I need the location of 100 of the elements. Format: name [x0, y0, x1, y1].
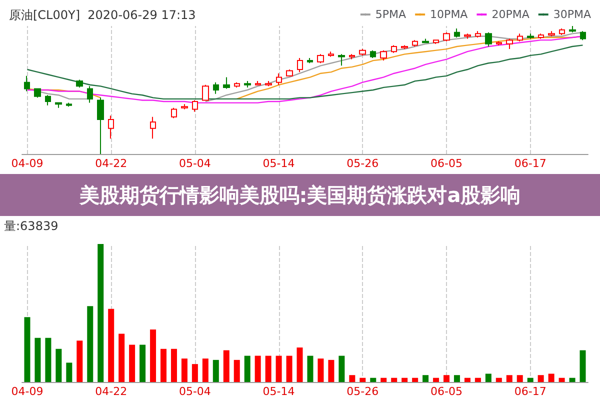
- bar: [307, 356, 314, 382]
- bar: [569, 378, 576, 382]
- bar: [34, 338, 41, 382]
- candlestick: [328, 51, 334, 58]
- candlestick: [181, 104, 188, 110]
- candlestick: [97, 97, 104, 154]
- candlestick: [454, 28, 460, 38]
- bar: [118, 334, 125, 382]
- candlestick: [66, 102, 72, 108]
- x-tick-label: 04-09: [11, 385, 44, 398]
- candlestick: [317, 54, 324, 64]
- bar: [580, 350, 586, 382]
- bar: [422, 375, 429, 382]
- candlestick: [255, 80, 261, 86]
- candlestick: [55, 102, 62, 108]
- bar: [140, 344, 146, 382]
- bar: [66, 362, 72, 382]
- bar: [244, 356, 250, 382]
- bar: [170, 348, 177, 382]
- bar: [338, 356, 345, 382]
- candlestick: [150, 116, 156, 140]
- candlestick: [412, 40, 418, 47]
- bar: [129, 344, 136, 382]
- bar: [212, 360, 219, 382]
- bar: [234, 360, 240, 382]
- x-tick-label: 04-22: [95, 385, 128, 398]
- bar: [328, 360, 334, 382]
- x-tick-label: 05-14: [262, 157, 295, 170]
- bar: [474, 378, 481, 382]
- candlestick: [276, 72, 282, 86]
- candlestick: [485, 32, 492, 47]
- bar: [496, 378, 502, 382]
- candlestick: [76, 79, 83, 88]
- bar: [360, 378, 366, 382]
- bar: [45, 338, 52, 382]
- bar: [160, 348, 166, 382]
- candlestick: [244, 80, 251, 88]
- bar: [87, 306, 94, 382]
- candlestick: [391, 44, 397, 54]
- bar: [24, 317, 30, 382]
- bar: [548, 374, 554, 382]
- bar: [192, 364, 198, 382]
- candlestick: [202, 84, 209, 101]
- candlestick: [422, 38, 429, 44]
- bar: [150, 330, 156, 382]
- bar: [402, 378, 408, 382]
- x-tick-label: 05-26: [346, 157, 379, 170]
- candlestick: [45, 94, 51, 106]
- bar: [98, 244, 104, 382]
- candlestick: [87, 86, 93, 104]
- candlestick: [401, 44, 408, 50]
- bar: [318, 358, 324, 382]
- bar: [296, 348, 303, 382]
- x-tick-label: 05-26: [346, 385, 379, 398]
- candlestick: [24, 75, 30, 92]
- bar: [391, 378, 398, 382]
- candlestick: [223, 76, 230, 90]
- legend-label: 30PMA: [553, 8, 592, 21]
- legend-label: 20PMA: [492, 8, 530, 21]
- candlestick: [349, 54, 355, 60]
- bar: [412, 378, 418, 382]
- candlestick: [548, 30, 555, 37]
- x-tick-label: 05-04: [178, 157, 211, 170]
- candlestick: [265, 80, 272, 87]
- candlestick: [443, 32, 450, 42]
- candlestick: [569, 26, 576, 33]
- x-tick-label: 04-22: [95, 157, 128, 170]
- candlestick: [433, 40, 439, 44]
- candlestick: [527, 33, 534, 40]
- candlestick: [171, 107, 177, 119]
- chart-subtitle: 原油[CL00Y] 2020-06-29 17:13: [9, 8, 196, 22]
- bar: [276, 356, 282, 382]
- bar: [380, 378, 387, 382]
- candlestick: [380, 50, 387, 62]
- bar: [108, 308, 114, 382]
- bar: [538, 375, 544, 382]
- x-tick-label: 04-09: [11, 157, 44, 170]
- candlestick: [517, 33, 523, 42]
- candlestick: [297, 58, 303, 73]
- bar: [56, 348, 62, 382]
- candlestick: [506, 38, 513, 50]
- candlestick: [108, 115, 114, 140]
- bar: [181, 358, 188, 382]
- candlestick: [192, 100, 198, 112]
- bar: [286, 356, 292, 382]
- candlestick: [464, 33, 471, 40]
- bar: [516, 375, 523, 382]
- bar: [265, 356, 272, 382]
- x-tick-label: 06-05: [430, 157, 462, 170]
- bar: [349, 375, 356, 382]
- bar: [527, 378, 534, 382]
- bar: [558, 378, 565, 382]
- bar: [444, 375, 450, 382]
- x-tick-label: 05-04: [178, 385, 211, 398]
- candlestick: [475, 30, 481, 38]
- candlestick: [496, 40, 502, 46]
- text: 美股期货行情影响美股吗:美国期货涨跌对a股影响: [0, 174, 600, 216]
- candlestick: [559, 28, 565, 36]
- candlestick: [370, 50, 376, 58]
- bar: [76, 340, 83, 382]
